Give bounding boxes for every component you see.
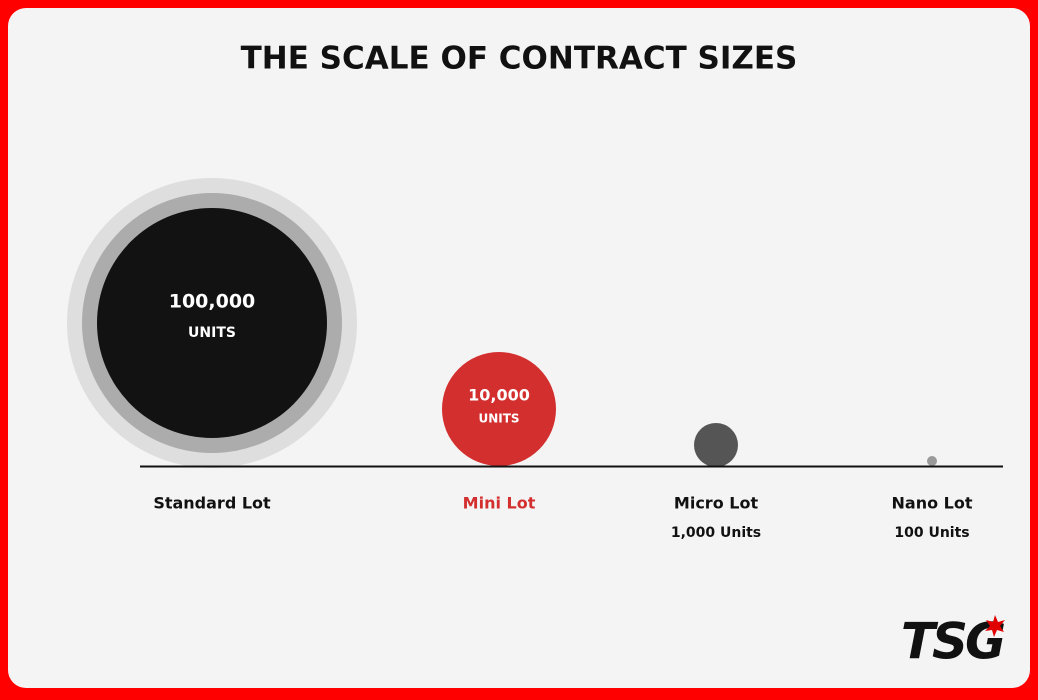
mini-circle bbox=[442, 352, 556, 466]
mini-unit: UNITS bbox=[478, 412, 519, 426]
lot-name: Mini Lot bbox=[463, 494, 536, 513]
lot-detail: 1,000 Units bbox=[671, 525, 761, 541]
mini-amount: 10,000 bbox=[468, 386, 530, 405]
nano-circle bbox=[927, 456, 937, 466]
title: THE SCALE OF CONTRACT SIZES bbox=[241, 41, 798, 77]
standard-unit: UNITS bbox=[188, 325, 236, 341]
lot-name: Micro Lot bbox=[674, 494, 759, 513]
panel bbox=[8, 8, 1030, 688]
lot-detail: 100 Units bbox=[894, 525, 969, 541]
lot-name: Standard Lot bbox=[153, 494, 271, 513]
micro-circle bbox=[694, 423, 738, 467]
standard-amount: 100,000 bbox=[169, 291, 256, 313]
logo-star bbox=[985, 615, 1005, 637]
lot-name: Nano Lot bbox=[892, 494, 973, 513]
standard-circle bbox=[97, 208, 327, 438]
